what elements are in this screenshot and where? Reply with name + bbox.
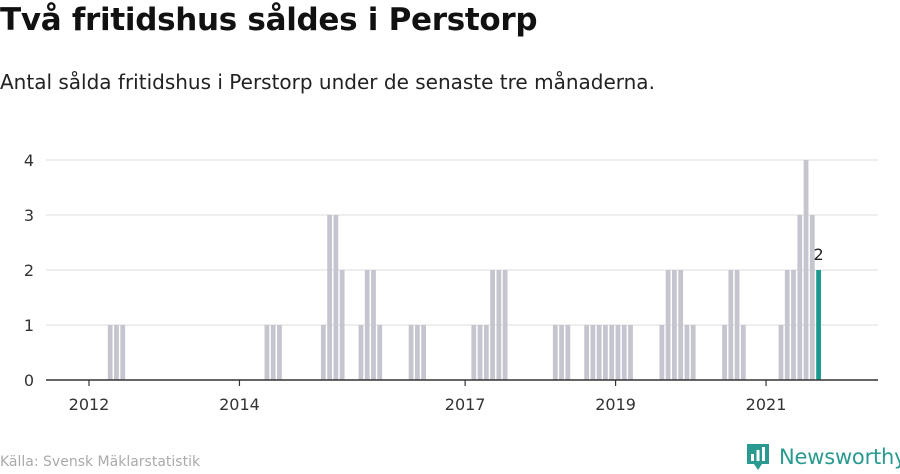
y-tick-label: 2	[24, 261, 34, 280]
bar	[690, 325, 696, 380]
bar	[377, 325, 383, 380]
bar	[408, 325, 414, 380]
bar	[371, 270, 376, 380]
data-label: 2	[813, 245, 823, 264]
bar-chart: 0 1 2 3 4 2 2012 2014 2017 2019 2021	[24, 151, 878, 414]
bar	[333, 215, 339, 380]
bar	[471, 325, 477, 380]
bar	[421, 325, 427, 380]
bar	[483, 325, 489, 380]
bar	[628, 325, 633, 380]
bar	[734, 270, 740, 380]
bar	[559, 325, 564, 380]
x-tick-label: 2019	[595, 395, 636, 414]
bar	[678, 270, 684, 380]
bar	[270, 325, 276, 380]
bar	[552, 325, 558, 380]
x-tick-label: 2021	[746, 395, 787, 414]
y-tick-label: 0	[24, 371, 34, 390]
bar	[603, 325, 608, 380]
bar	[609, 325, 615, 380]
bar	[496, 270, 502, 380]
bar	[672, 270, 677, 380]
bar	[277, 325, 282, 380]
chart-title: Två fritidshus såldes i Perstorp	[0, 2, 538, 38]
bar	[120, 325, 126, 380]
bar	[621, 325, 627, 380]
source-note: Källa: Svensk Mäklarstatistik	[0, 454, 201, 470]
bar	[797, 215, 803, 380]
bar	[596, 325, 602, 380]
y-tick-label: 1	[24, 316, 34, 335]
bar	[784, 270, 790, 380]
brand[interactable]: Newsworthy	[745, 441, 900, 473]
bar	[502, 270, 508, 380]
bar	[339, 270, 345, 380]
bar	[264, 325, 270, 380]
bar	[327, 215, 332, 380]
bar	[659, 325, 665, 380]
bar	[740, 325, 746, 380]
bar	[364, 270, 370, 380]
bar	[778, 325, 784, 380]
bar	[358, 325, 364, 380]
bar	[803, 160, 809, 380]
x-tick-label: 2012	[69, 395, 110, 414]
bar	[728, 270, 734, 380]
bar	[665, 270, 671, 380]
y-tick-label: 3	[24, 206, 34, 225]
bar	[584, 325, 590, 380]
bar	[490, 270, 495, 380]
bar	[320, 325, 326, 380]
bar-highlight	[816, 270, 821, 380]
bar	[107, 325, 113, 380]
bar	[477, 325, 483, 380]
bar	[414, 325, 420, 380]
x-tick-label: 2017	[445, 395, 486, 414]
bar	[791, 270, 796, 380]
bar	[114, 325, 119, 380]
bar	[615, 325, 621, 380]
chart-subtitle: Antal sålda fritidshus i Perstorp under …	[0, 70, 655, 94]
bar	[809, 215, 815, 380]
bar	[722, 325, 727, 380]
y-tick-label: 4	[24, 151, 34, 170]
bar	[590, 325, 596, 380]
bar	[565, 325, 571, 380]
x-tick-label: 2014	[219, 395, 260, 414]
bar	[684, 325, 690, 380]
brand-name: Newsworthy	[779, 445, 900, 469]
newsworthy-logo-icon	[747, 444, 769, 470]
